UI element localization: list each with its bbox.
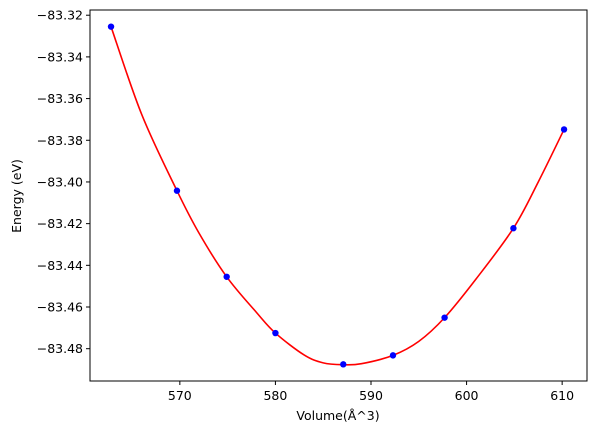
y-tick-label: −83.44 — [37, 258, 83, 273]
fit-curve-layer — [110, 26, 565, 366]
plot-border — [89, 9, 588, 382]
y-tick-label: −83.32 — [37, 8, 83, 23]
y-tick-label: −83.42 — [37, 216, 83, 231]
data-point — [389, 352, 397, 359]
y-axis-label: Energy (eV) — [9, 159, 24, 233]
y-tick-label: −83.36 — [37, 91, 83, 106]
x-tick-label: 580 — [263, 388, 287, 403]
data-point — [173, 187, 181, 194]
y-tick-label: −83.40 — [37, 174, 83, 189]
plot-frame — [89, 9, 588, 382]
data-point — [441, 314, 448, 321]
data-point — [223, 273, 230, 280]
data-points-layer — [107, 23, 568, 368]
y-axis-ticks: −83.32 −83.34 −83.36 −83.38 −83.40 −83.42 −83.… — [37, 8, 90, 356]
x-axis-ticks: 570 580 590 600 610 — [168, 381, 574, 403]
y-tick-label: −83.46 — [37, 300, 83, 315]
x-tick-label: 610 — [550, 388, 574, 403]
data-point — [510, 225, 517, 232]
data-point — [107, 23, 115, 30]
fit-curve — [110, 26, 565, 366]
y-tick-label: −83.48 — [37, 341, 83, 356]
y-tick-label: −83.38 — [37, 133, 83, 148]
data-point — [272, 329, 279, 337]
x-axis-label: Volume(Å^3) — [296, 408, 379, 423]
x-tick-label: 600 — [455, 388, 479, 403]
x-tick-label: 570 — [168, 388, 192, 403]
data-point — [560, 126, 568, 133]
y-tick-label: −83.34 — [37, 49, 83, 64]
x-tick-label: 590 — [359, 388, 383, 403]
data-point — [340, 361, 347, 368]
